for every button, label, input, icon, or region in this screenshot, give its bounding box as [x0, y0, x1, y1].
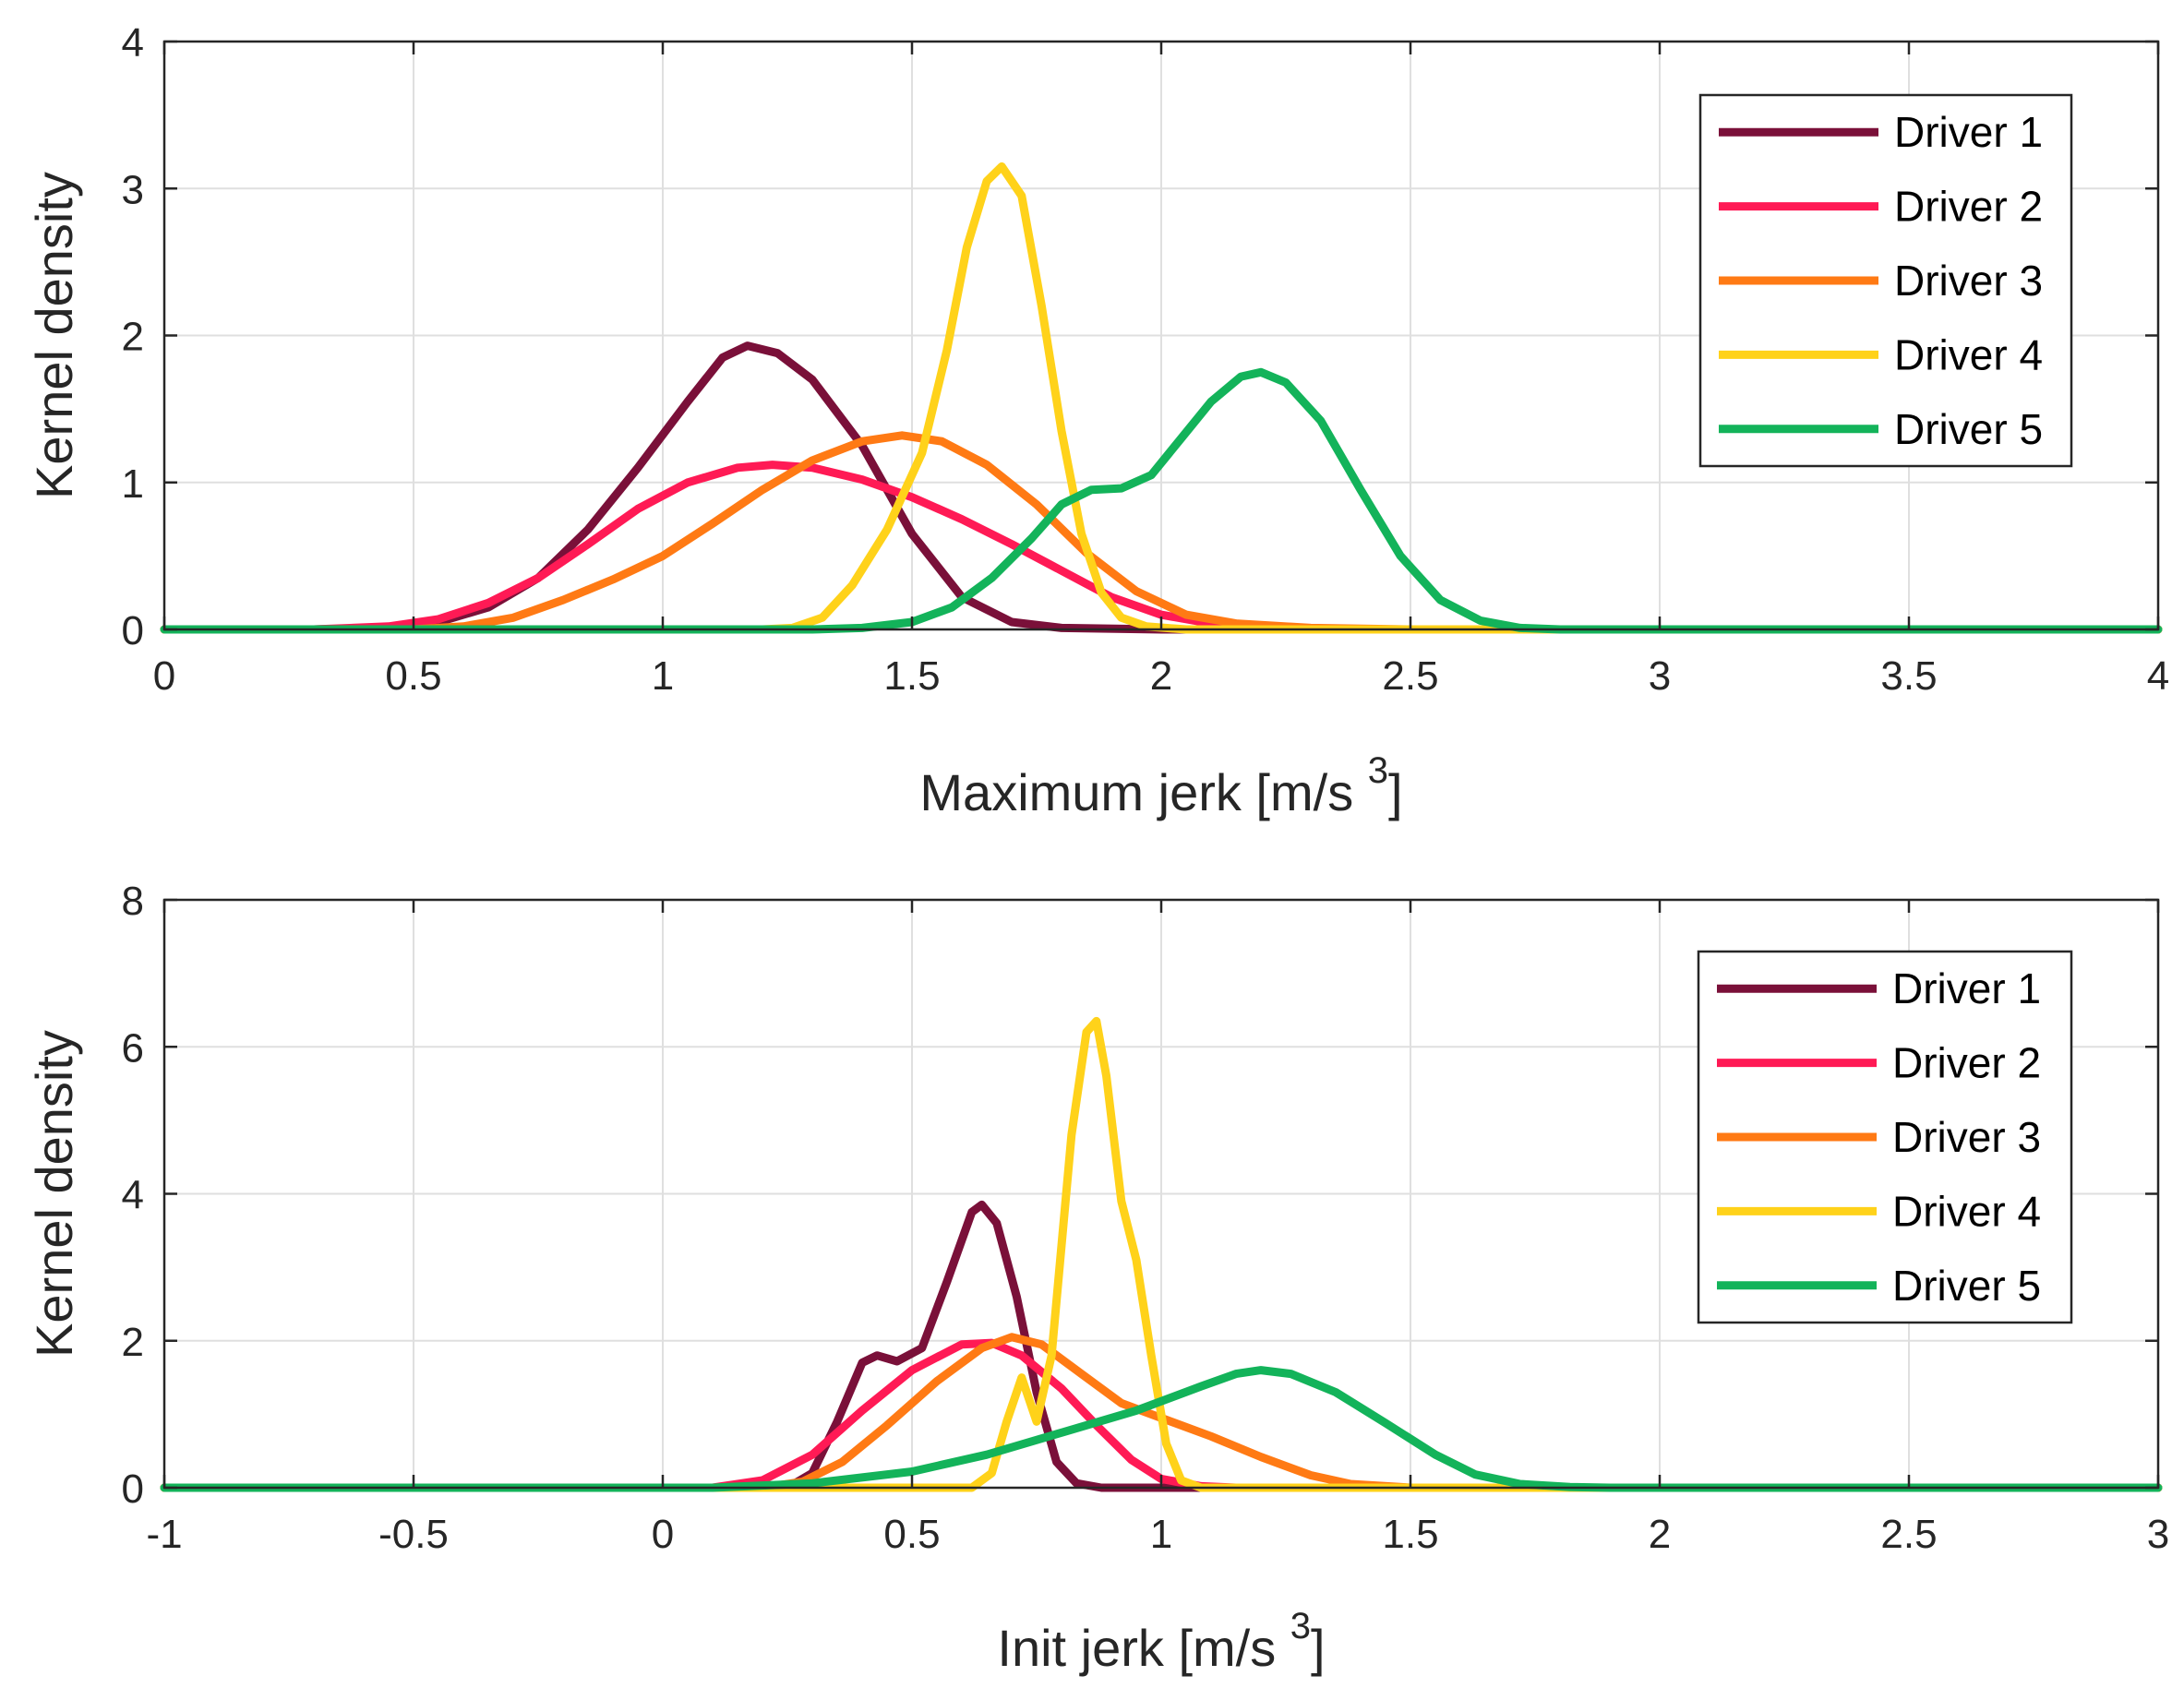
- series-line-driver-4: [160, 162, 2163, 634]
- y-tick-label: 1: [122, 461, 144, 507]
- series-line-driver-4: [160, 1016, 2163, 1492]
- y-axis-label: Kernel density: [25, 172, 83, 499]
- legend-label-driver-2: Driver 2: [1892, 1039, 2041, 1087]
- legend-label-driver-3: Driver 3: [1894, 257, 2043, 305]
- x-tick-label: 1: [652, 653, 674, 699]
- x-tick-label: 2: [1649, 1512, 1671, 1557]
- x-tick-label: 2.5: [1382, 653, 1438, 699]
- y-tick-label: 0: [122, 608, 144, 653]
- legend-label-driver-2: Driver 2: [1894, 183, 2043, 231]
- x-tick-label: 3: [2147, 1512, 2169, 1557]
- y-tick-label: 4: [122, 1173, 144, 1218]
- x-tick-label: -1: [146, 1512, 182, 1557]
- legend-label-driver-1: Driver 1: [1892, 964, 2041, 1012]
- x-tick-label: 0: [652, 1512, 674, 1557]
- legend-label-driver-4: Driver 4: [1892, 1187, 2041, 1235]
- series-line-driver-5: [160, 1366, 2163, 1492]
- series-line-driver-2: [160, 461, 2163, 634]
- series-line-driver-5: [160, 367, 2163, 634]
- x-tick-label: -0.5: [378, 1512, 449, 1557]
- x-tick-label: 0: [153, 653, 175, 699]
- series-line-driver-3: [160, 1333, 2163, 1492]
- legend-label-driver-5: Driver 5: [1892, 1262, 2041, 1310]
- y-tick-label: 0: [122, 1467, 144, 1512]
- y-tick-label: 3: [122, 167, 144, 212]
- y-tick-label: 6: [122, 1025, 144, 1071]
- x-tick-label: 4: [2147, 653, 2169, 699]
- x-tick-label: 0.5: [883, 1512, 940, 1557]
- x-tick-label: 1.5: [883, 653, 940, 699]
- series-line-driver-3: [160, 431, 2163, 634]
- legend-label-driver-1: Driver 1: [1894, 108, 2043, 156]
- y-tick-label: 8: [122, 879, 144, 924]
- chart-max-jerk: 0 0.5 1 1.5 2 2.5 3 3.5 4 0 1 2 3 4 Kernel density Maxi…: [25, 20, 2169, 821]
- legend-label-driver-5: Driver 5: [1894, 405, 2043, 453]
- x-tick-label: 0.5: [385, 653, 441, 699]
- chart-init-jerk: -1 -0.5 0 0.5 1 1.5 2 2.5 3 0 2 4 6 8 Kernel density In…: [25, 879, 2169, 1677]
- x-tick-label: 2.5: [1880, 1512, 1937, 1557]
- x-tick-label: 1: [1150, 1512, 1172, 1557]
- y-tick-label: 2: [122, 315, 144, 360]
- y-tick-label: 2: [122, 1320, 144, 1365]
- x-tick-label: 3: [1649, 653, 1671, 699]
- x-tick-label: 3.5: [1880, 653, 1937, 699]
- y-axis-label: Kernel density: [25, 1030, 83, 1358]
- legend: Driver 1 Driver 2 Driver 3 Driver 4 Driver 5: [1697, 950, 2073, 1324]
- legend-label-driver-4: Driver 4: [1894, 330, 2043, 378]
- x-axis-label: Maximum jerk [m/s 3]: [919, 750, 1402, 821]
- x-tick-label: 1.5: [1382, 1512, 1438, 1557]
- series-line-driver-1: [160, 1200, 2163, 1492]
- x-tick-label: 2: [1150, 653, 1172, 699]
- x-axis-label: Init jerk [m/s 3]: [997, 1606, 1325, 1677]
- legend: Driver 1 Driver 2 Driver 3 Driver 4 Driver 5: [1698, 93, 2073, 468]
- legend-label-driver-3: Driver 3: [1892, 1113, 2041, 1161]
- y-tick-label: 4: [122, 20, 144, 66]
